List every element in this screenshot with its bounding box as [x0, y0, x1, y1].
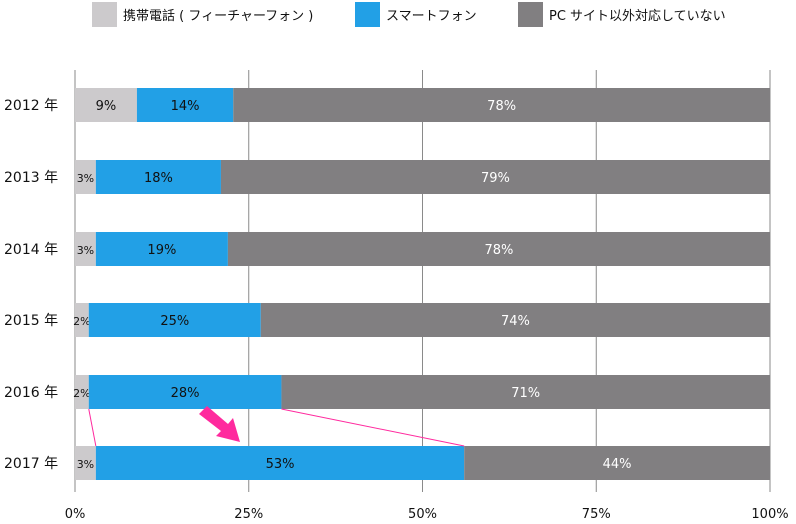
legend-label: PC サイト以外対応していない: [549, 9, 726, 24]
bar-segment: [227, 232, 770, 266]
bar-segment: [95, 446, 465, 480]
x-tick-label: 100%: [751, 507, 788, 522]
bar-segment: [75, 375, 89, 409]
bar-segment: [281, 375, 770, 409]
bar-segment: [220, 160, 770, 194]
arrow-icon: [199, 406, 240, 442]
data-label: 3%: [77, 458, 94, 471]
bar-segment: [464, 446, 770, 480]
data-label: 71%: [511, 386, 540, 401]
bar-segment: [88, 375, 282, 409]
data-label: 78%: [484, 243, 513, 258]
data-label: 2%: [73, 315, 90, 328]
data-label: 28%: [171, 386, 200, 401]
legend-swatch: [92, 2, 117, 27]
category-label: 2017 年: [4, 456, 58, 472]
bar-segment: [75, 232, 96, 266]
data-label: 2%: [73, 387, 90, 400]
bar-segment: [75, 88, 137, 122]
data-label: 9%: [96, 99, 117, 114]
legend-swatch: [355, 2, 380, 27]
data-label: 3%: [77, 244, 94, 257]
category-label: 2014 年: [4, 242, 58, 258]
bar-segment: [88, 303, 261, 337]
legend-swatch: [518, 2, 543, 27]
data-label: 74%: [501, 314, 530, 329]
bar-segment: [136, 88, 234, 122]
bar-segment: [233, 88, 770, 122]
x-tick-label: 0%: [65, 507, 86, 522]
x-tick-label: 50%: [408, 507, 437, 522]
data-label: 79%: [481, 171, 510, 186]
category-label: 2013 年: [4, 170, 58, 186]
data-label: 18%: [144, 171, 173, 186]
data-label: 25%: [160, 314, 189, 329]
legend-label: スマートフォン: [386, 9, 477, 24]
data-label: 53%: [266, 457, 295, 472]
data-label: 44%: [603, 457, 632, 472]
data-label: 3%: [77, 172, 94, 185]
bar-segment: [95, 232, 228, 266]
data-label: 78%: [487, 99, 516, 114]
bar-segment: [75, 303, 89, 337]
data-label: 14%: [171, 99, 200, 114]
legend-label: 携帯電話 ( フィーチャーフォン ): [123, 8, 313, 24]
data-label: 19%: [147, 243, 176, 258]
bar-segment: [75, 446, 96, 480]
connector-line: [88, 408, 97, 447]
bar-segment: [260, 303, 770, 337]
category-label: 2012 年: [4, 98, 58, 114]
bar-segment: [95, 160, 221, 194]
connector-line: [281, 408, 465, 447]
category-label: 2016 年: [4, 385, 58, 401]
x-tick-label: 25%: [234, 507, 263, 522]
category-label: 2015 年: [4, 313, 58, 329]
bar-segment: [75, 160, 96, 194]
x-tick-label: 75%: [582, 507, 611, 522]
